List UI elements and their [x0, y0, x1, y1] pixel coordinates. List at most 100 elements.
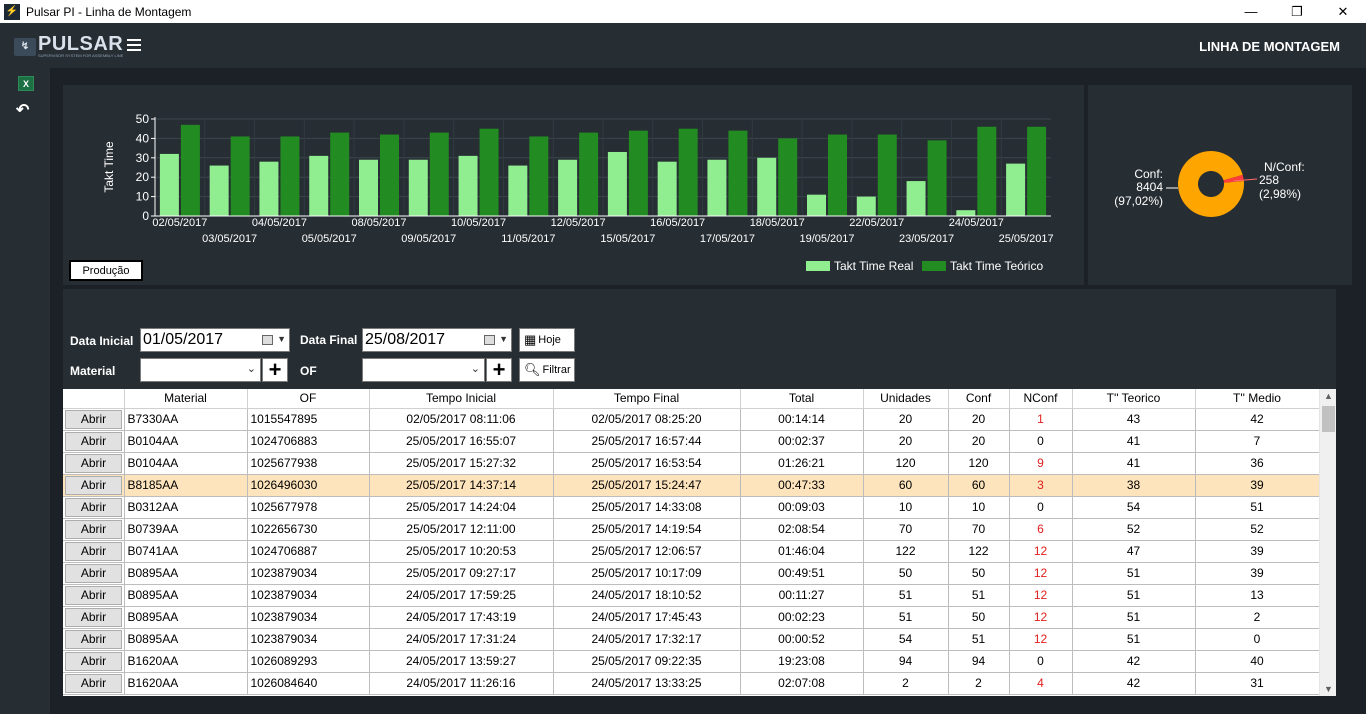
cell-material: B0104AA	[124, 452, 248, 475]
x-tick-label: 25/05/2017	[999, 233, 1054, 245]
cell-material: B1620AA	[124, 672, 248, 695]
conf-label-name: Conf:	[1134, 167, 1163, 181]
table-row[interactable]: Abrir B1620AA 1026084640 24/05/2017 11:26:1…	[63, 672, 1320, 695]
table-row[interactable]: Abrir B1620AA 1026089293 24/05/2017 13:59:2…	[63, 650, 1320, 673]
cell-material: B0741AA	[124, 540, 248, 563]
cell-start-time: 24/05/2017 11:26:16	[369, 672, 554, 695]
cell-of: 1025677938	[247, 452, 370, 475]
cell-total: 01:26:21	[740, 452, 864, 475]
add-of-button[interactable]: +	[486, 358, 512, 382]
start-date-picker[interactable]: 01/05/2017 ▼	[140, 328, 290, 352]
table-row[interactable]: Abrir B0895AA 1023879034 24/05/2017 17:59:2…	[63, 584, 1320, 607]
column-header-total[interactable]: Total	[740, 389, 864, 409]
end-date-picker[interactable]: 25/08/2017 ▼	[362, 328, 512, 352]
open-row-button[interactable]: Abrir	[65, 629, 122, 649]
table-row[interactable]: Abrir B0895AA 1023879034 24/05/2017 17:43:1…	[63, 606, 1320, 629]
column-header-end-time[interactable]: Tempo Final	[553, 389, 741, 409]
table-row[interactable]: Abrir B8185AA 1026496030 25/05/2017 14:37:1…	[63, 474, 1320, 497]
column-header-start-time[interactable]: Tempo Inicial	[369, 389, 554, 409]
bar-takt-time-theoretical	[977, 126, 997, 216]
table-row[interactable]: Abrir B0312AA 1025677978 25/05/2017 14:24:0…	[63, 496, 1320, 519]
bar-takt-time-theoretical	[330, 132, 350, 216]
cell-theoretical: 42	[1072, 650, 1196, 673]
cell-material: B0312AA	[124, 496, 248, 519]
open-row-button[interactable]: Abrir	[65, 519, 122, 539]
bar-takt-time-real	[209, 165, 229, 216]
cell-start-time: 25/05/2017 09:27:17	[369, 562, 554, 585]
cell-average: 36	[1195, 452, 1320, 475]
back-arrow-icon[interactable]: ↶	[16, 102, 30, 119]
filter-panel: Data Inicial 01/05/2017 ▼ Data Final 25/…	[63, 289, 1336, 389]
table-row[interactable]: Abrir B0739AA 1022656730 25/05/2017 12:11:0…	[63, 518, 1320, 541]
filter-button[interactable]: 🔍︎ Filtrar	[519, 358, 575, 382]
cell-theoretical: 41	[1072, 452, 1196, 475]
cell-end-time: 25/05/2017 14:33:08	[553, 496, 741, 519]
cell-average: 39	[1195, 540, 1320, 563]
excel-export-icon[interactable]: X	[18, 76, 34, 91]
of-select[interactable]: ⌄	[362, 358, 485, 382]
cell-units: 60	[863, 474, 949, 497]
cell-end-time: 02/05/2017 08:25:20	[553, 408, 741, 431]
bar-takt-time-real	[956, 210, 976, 216]
x-tick-label: 08/05/2017	[351, 217, 406, 229]
cell-action: Abrir	[63, 628, 125, 651]
open-row-button[interactable]: Abrir	[65, 541, 122, 561]
column-header-material[interactable]: Material	[124, 389, 248, 409]
column-header-theoretical[interactable]: T'' Teorico	[1072, 389, 1196, 409]
open-row-button[interactable]: Abrir	[65, 475, 122, 495]
y-tick-label: 20	[136, 170, 150, 184]
open-row-button[interactable]: Abrir	[65, 607, 122, 627]
column-header-nconf[interactable]: NConf	[1009, 389, 1073, 409]
material-label: Material	[70, 364, 116, 378]
cell-total: 02:07:08	[740, 672, 864, 695]
today-button[interactable]: ▦ Hoje	[519, 328, 575, 352]
donut-slice-conf	[1178, 151, 1244, 218]
scroll-thumb[interactable]	[1322, 406, 1335, 432]
bar-takt-time-real	[757, 157, 777, 216]
cell-of: 1023879034	[247, 606, 370, 629]
cell-end-time: 24/05/2017 18:10:52	[553, 584, 741, 607]
open-row-button[interactable]: Abrir	[65, 651, 122, 671]
minimize-button[interactable]: —	[1244, 4, 1258, 19]
cell-conf: 122	[948, 540, 1010, 563]
cell-total: 00:49:51	[740, 562, 864, 585]
cell-total: 00:09:03	[740, 496, 864, 519]
cell-theoretical: 51	[1072, 628, 1196, 651]
conformity-donut-chart: Conf:8404(97,02%) N/Conf:258(2,98%)	[1114, 151, 1305, 218]
x-tick-label: 12/05/2017	[551, 217, 606, 229]
column-header-of[interactable]: OF	[247, 389, 370, 409]
open-row-button[interactable]: Abrir	[65, 563, 122, 583]
add-material-button[interactable]: +	[262, 358, 288, 382]
table-row[interactable]: Abrir B7330AA 1015547895 02/05/2017 08:11:0…	[63, 408, 1320, 431]
maximize-button[interactable]: ❐	[1291, 3, 1303, 19]
cell-nconf: 12	[1009, 562, 1073, 585]
cell-material: B0895AA	[124, 584, 248, 607]
scroll-up-icon[interactable]: ▲	[1324, 391, 1333, 401]
x-tick-label: 23/05/2017	[899, 233, 954, 245]
table-row[interactable]: Abrir B0104AA 1025677938 25/05/2017 15:27:3…	[63, 452, 1320, 475]
x-tick-label: 22/05/2017	[849, 217, 904, 229]
open-row-button[interactable]: Abrir	[65, 585, 122, 605]
table-scrollbar[interactable]: ▲ ▼	[1319, 389, 1336, 696]
material-select[interactable]: ⌄	[140, 358, 261, 382]
table-row[interactable]: Abrir B0741AA 1024706887 25/05/2017 10:20:5…	[63, 540, 1320, 563]
cell-units: 122	[863, 540, 949, 563]
cell-material: B0104AA	[124, 430, 248, 453]
cell-material: B1620AA	[124, 650, 248, 673]
open-row-button[interactable]: Abrir	[65, 497, 122, 517]
open-row-button[interactable]: Abrir	[65, 409, 122, 429]
hamburger-menu-icon[interactable]	[127, 37, 141, 53]
table-row[interactable]: Abrir B0895AA 1023879034 24/05/2017 17:31:2…	[63, 628, 1320, 651]
column-header-average[interactable]: T'' Medio	[1195, 389, 1320, 409]
close-button[interactable]: ✕	[1337, 3, 1349, 19]
open-row-button[interactable]: Abrir	[65, 673, 122, 693]
production-button[interactable]: Produção	[69, 260, 143, 281]
column-header-units[interactable]: Unidades	[863, 389, 949, 409]
table-row[interactable]: Abrir B0895AA 1023879034 25/05/2017 09:27:1…	[63, 562, 1320, 585]
open-row-button[interactable]: Abrir	[65, 431, 122, 451]
scroll-down-icon[interactable]: ▼	[1324, 684, 1333, 694]
open-row-button[interactable]: Abrir	[65, 453, 122, 473]
column-header-conf[interactable]: Conf	[948, 389, 1010, 409]
cell-material: B0895AA	[124, 628, 248, 651]
table-row[interactable]: Abrir B0104AA 1024706883 25/05/2017 16:55:0…	[63, 430, 1320, 453]
